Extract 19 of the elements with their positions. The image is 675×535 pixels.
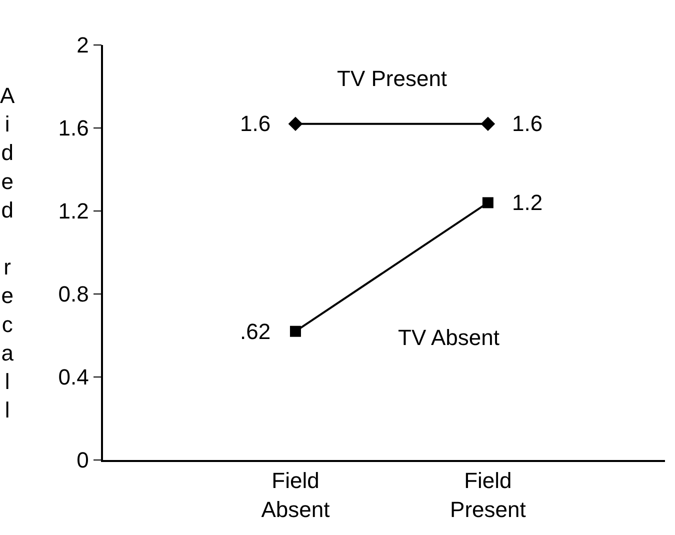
point [482,197,494,208]
y-tick-label: 0.4 [58,364,89,390]
x-tick-label: Field Absent [261,468,330,522]
y-tick-label: 0.8 [58,282,89,307]
data-label: 1.6 [512,111,543,136]
series-label: TV Present [337,66,448,91]
y-tick-label: 2 [76,32,89,58]
point [480,116,496,131]
point [288,116,303,131]
text: TV Absent [398,325,500,350]
y-tick-label: 0 [76,448,89,473]
y-tick-label: 1.2 [58,198,89,224]
data-label: 1.2 [512,190,543,215]
y-tick-label: 1.6 [58,116,89,141]
data-label: 1.6 [240,111,271,136]
data-label: .62 [240,319,271,344]
point [290,326,301,337]
text: Aided recall [0,83,15,423]
x-tick-label: Field Present [450,468,526,522]
